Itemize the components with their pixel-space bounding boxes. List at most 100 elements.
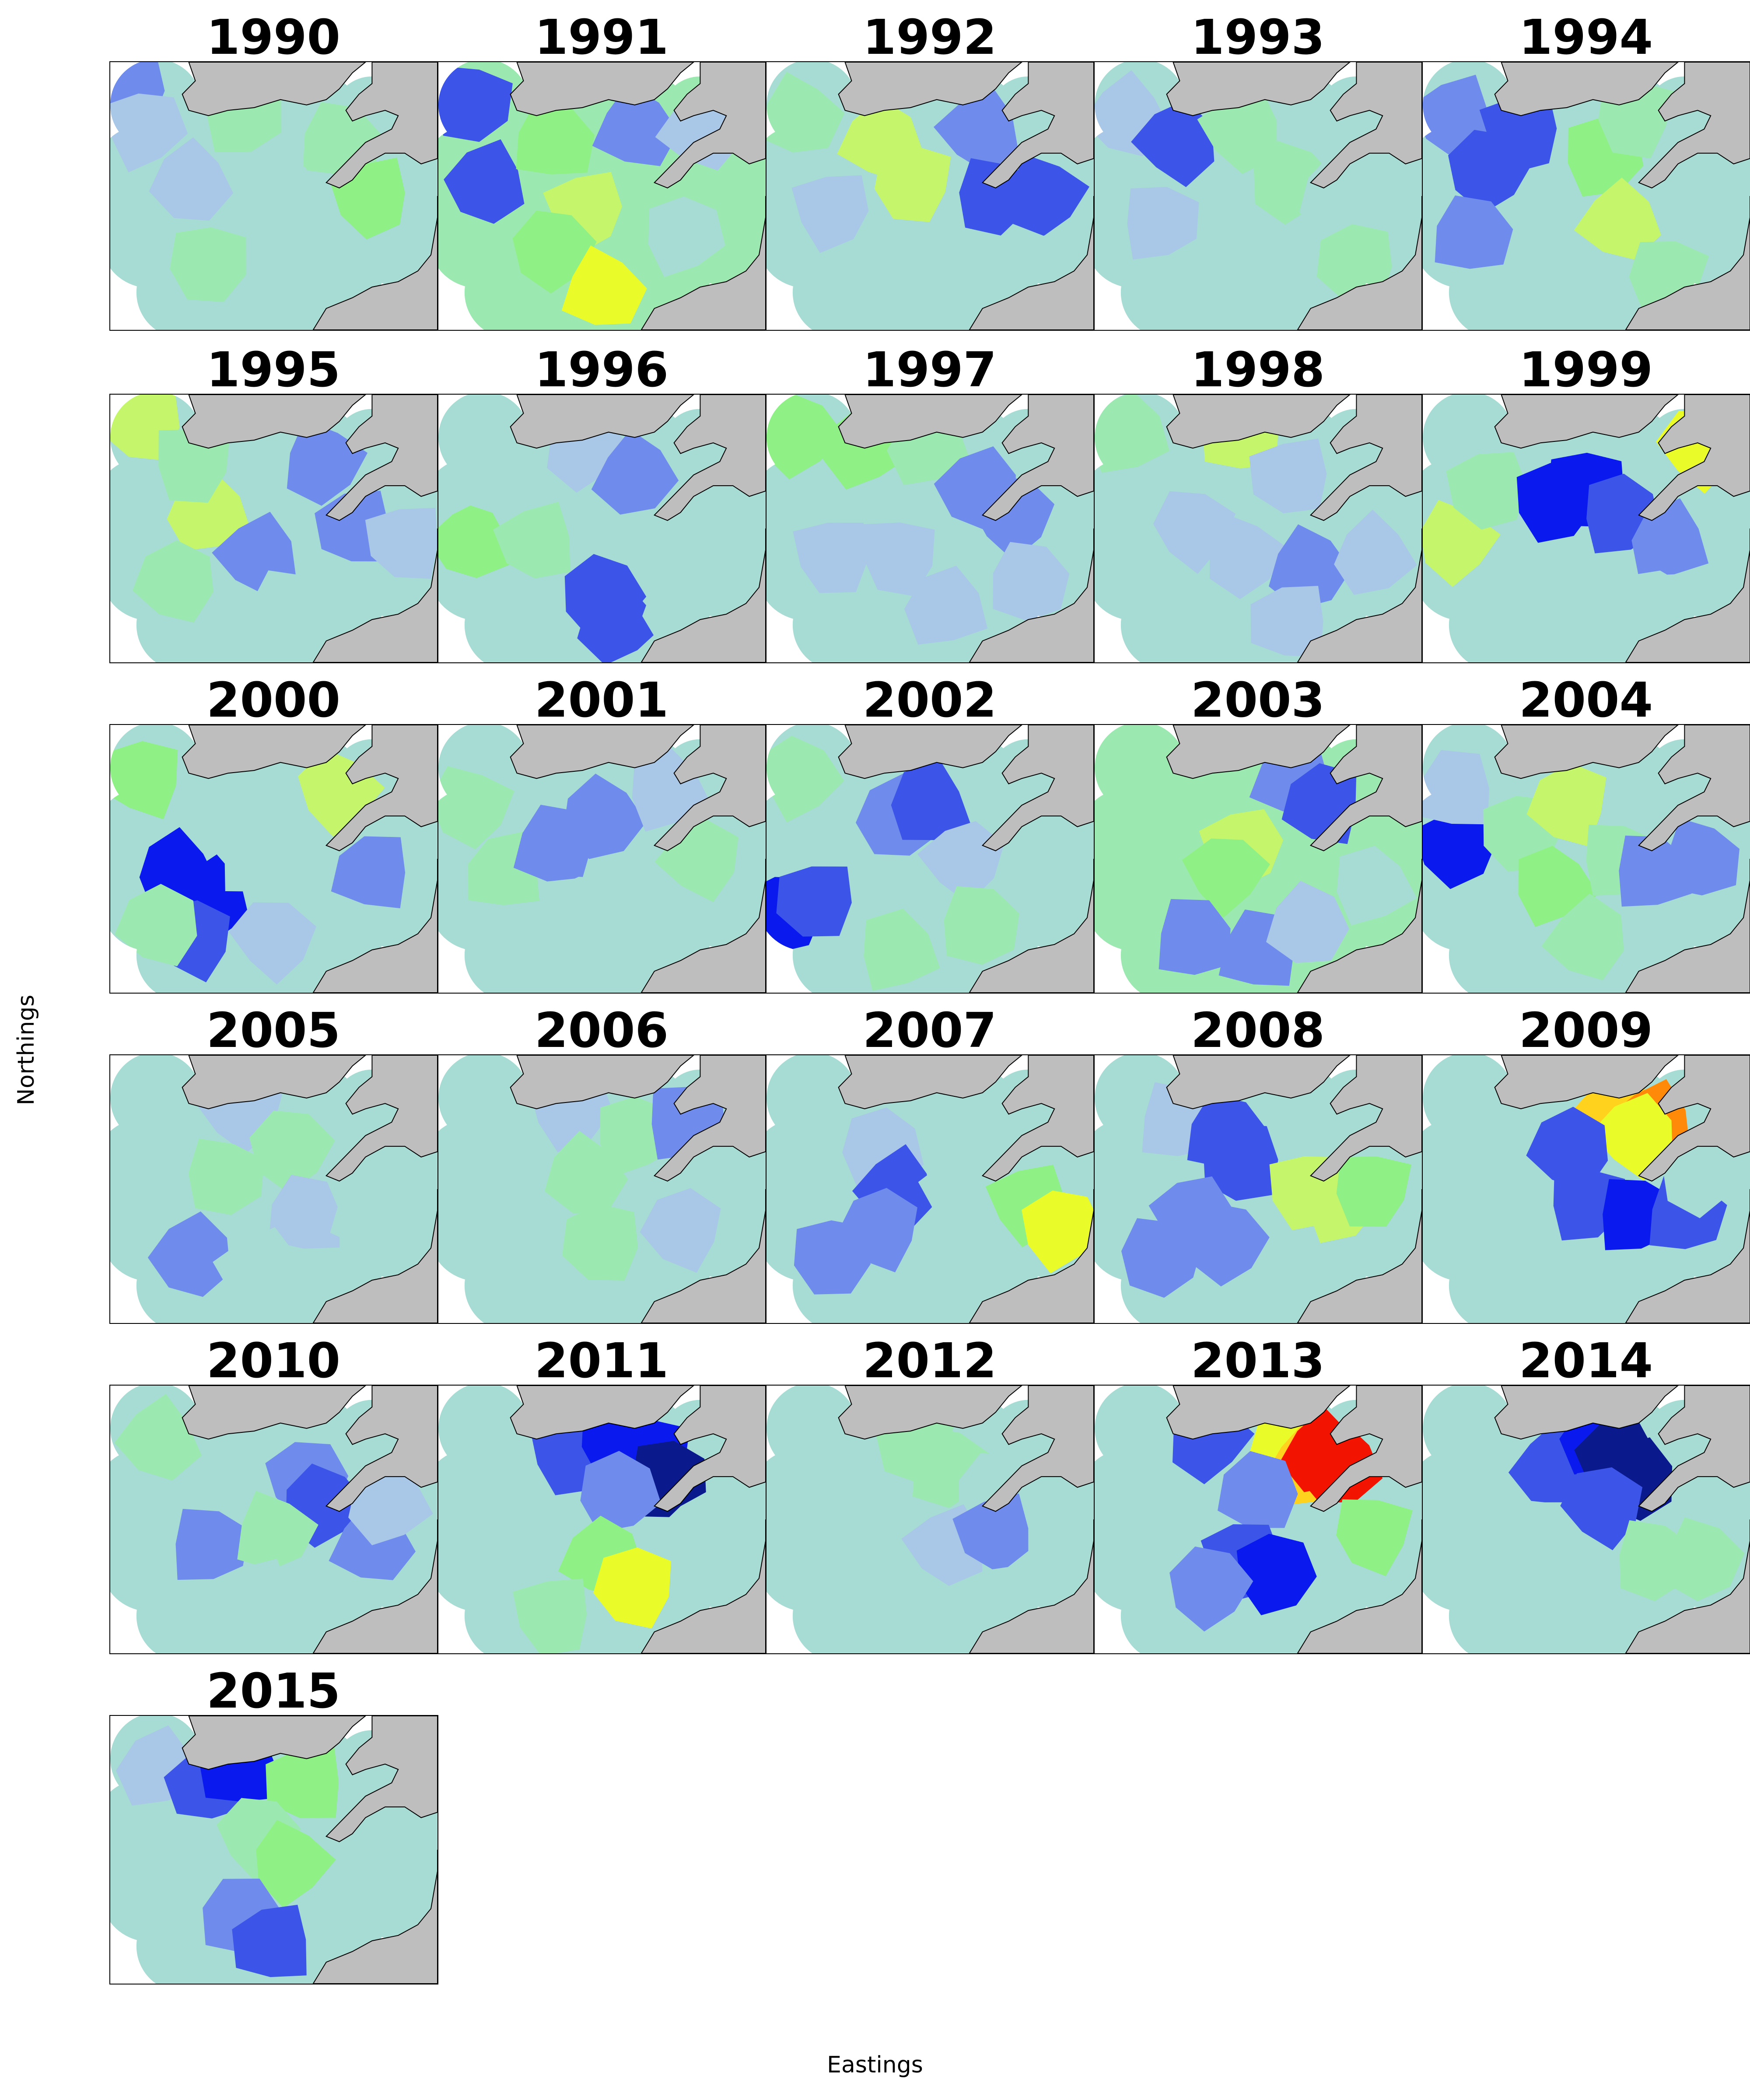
data-region [1446,452,1527,530]
map-panel-2000 [109,724,438,994]
data-region [245,166,325,255]
data-region [918,1147,996,1233]
landmass [1494,62,1679,116]
data-region [917,821,1004,904]
panel-title: 2010 [206,1333,341,1389]
landmass [981,725,1094,851]
data-region [1169,1546,1253,1632]
landmass [1166,725,1351,779]
map-panel-1991 [438,61,766,331]
data-region [158,429,230,503]
landmass [969,528,1094,662]
landmass [182,725,366,779]
map-panel-2005 [109,1054,438,1324]
data-region [1203,211,1280,286]
data-region [269,1175,340,1249]
data-region [1479,93,1557,173]
data-region [1158,899,1231,975]
map-panel-2013 [1094,1385,1423,1654]
panel-title: 2002 [862,672,997,728]
data-region [1560,1467,1643,1550]
landmass [1166,62,1351,116]
landmass [1166,1055,1351,1110]
map-panel-2003 [1094,724,1423,994]
data-region [543,172,622,254]
landmass [1638,62,1750,189]
panel-title: 2003 [1190,672,1325,728]
landmass [312,196,438,330]
data-region [1336,1499,1413,1576]
data-region [1266,881,1349,963]
data-region [288,236,368,316]
data-region [577,577,664,662]
panel-title: 2006 [534,1002,669,1058]
data-region [1423,750,1489,825]
landmass [510,1386,694,1440]
data-region [513,1578,587,1653]
landmass [312,859,438,993]
data-region [793,522,868,593]
panel-title: 1999 [1519,342,1653,398]
landmass [1166,395,1351,449]
data-region [438,66,513,142]
map-svg [766,1055,1094,1323]
map-svg [110,395,438,662]
landmass [1166,1386,1351,1440]
landmass [1309,62,1422,189]
landmass [1638,395,1750,521]
map-panel-1997 [766,394,1095,663]
landmass [182,1386,366,1440]
map-svg [1095,1386,1422,1653]
landmass [981,62,1094,189]
data-region [444,139,525,224]
landmass [1494,1386,1679,1440]
map-panel-2014 [1422,1385,1750,1654]
data-region [563,774,646,859]
landmass [312,528,438,662]
landmass [1297,1189,1422,1323]
landmass [510,395,694,449]
data-region [1295,1420,1383,1503]
landmass [1638,1055,1750,1182]
landmass [1625,196,1750,330]
map-panel-2004 [1422,724,1750,994]
landmass [1625,1189,1750,1323]
map-svg [110,1055,438,1323]
data-region [469,435,547,518]
data-region [110,741,178,819]
landmass [182,62,366,116]
data-region [1236,1533,1317,1615]
landmass [182,1055,366,1110]
landmass [653,1055,766,1182]
data-region [110,93,188,172]
panel-title: 1996 [534,342,669,398]
map-svg [766,1386,1094,1653]
landmass [325,1055,438,1182]
data-region [1435,195,1513,269]
data-region [933,85,1018,174]
landmass [510,1055,694,1110]
data-region [886,231,973,316]
landmass [1297,196,1422,330]
map-svg [1423,62,1750,330]
landmass [182,395,366,449]
landmass [1297,859,1422,993]
landmass [653,725,766,851]
data-region [1182,838,1270,918]
map-svg [1095,62,1422,330]
landmass [1309,1055,1422,1182]
data-region [546,877,625,953]
data-region [237,1491,318,1570]
landmass [325,1716,438,1842]
data-region [766,395,844,480]
map-panel-2010 [109,1385,438,1654]
data-region [1120,554,1200,630]
map-panel-2015 [109,1715,438,1984]
landmass [981,1055,1094,1182]
data-region [944,886,1019,965]
data-region [1186,1203,1270,1287]
panel-title: 1990 [206,9,341,65]
map-svg [110,1386,438,1653]
landmass [312,1189,438,1323]
